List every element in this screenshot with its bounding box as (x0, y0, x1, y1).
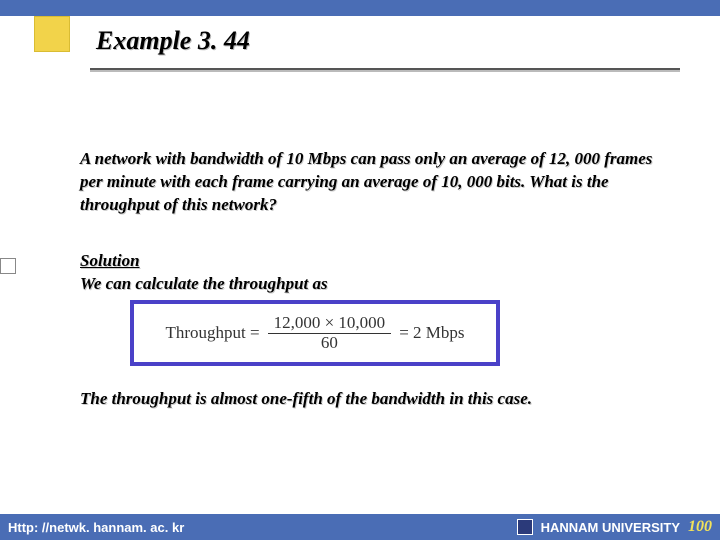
footer-bar: Http: //netwk. hannam. ac. kr HANNAM UNI… (0, 514, 720, 540)
conclusion-text: The throughput is almost one-fifth of th… (80, 388, 660, 411)
formula-rhs: = 2 Mbps (399, 323, 464, 343)
solution-text: We can calculate the throughput as (80, 274, 328, 293)
formula: Throughput = 12,000 × 10,000 60 = 2 Mbps (165, 314, 464, 352)
slide-title: Example 3. 44 (40, 26, 680, 56)
title-underline (90, 68, 680, 70)
footer-url: Http: //netwk. hannam. ac. kr (8, 520, 184, 535)
side-marker-box (0, 258, 16, 274)
formula-denominator: 60 (268, 334, 392, 353)
solution-block: Solution We can calculate the throughput… (80, 250, 660, 296)
university-logo-icon (517, 519, 533, 535)
page-number: 100 (688, 518, 712, 536)
formula-box: Throughput = 12,000 × 10,000 60 = 2 Mbps (130, 300, 500, 366)
title-block: Example 3. 44 (40, 26, 680, 56)
formula-fraction: 12,000 × 10,000 60 (268, 314, 392, 352)
solution-label: Solution (80, 251, 140, 270)
footer-org: HANNAM UNIVERSITY (541, 520, 680, 535)
formula-numerator: 12,000 × 10,000 (268, 314, 392, 334)
header-bar (0, 0, 720, 16)
problem-text: A network with bandwidth of 10 Mbps can … (80, 148, 660, 217)
formula-lhs: Throughput = (165, 323, 259, 343)
